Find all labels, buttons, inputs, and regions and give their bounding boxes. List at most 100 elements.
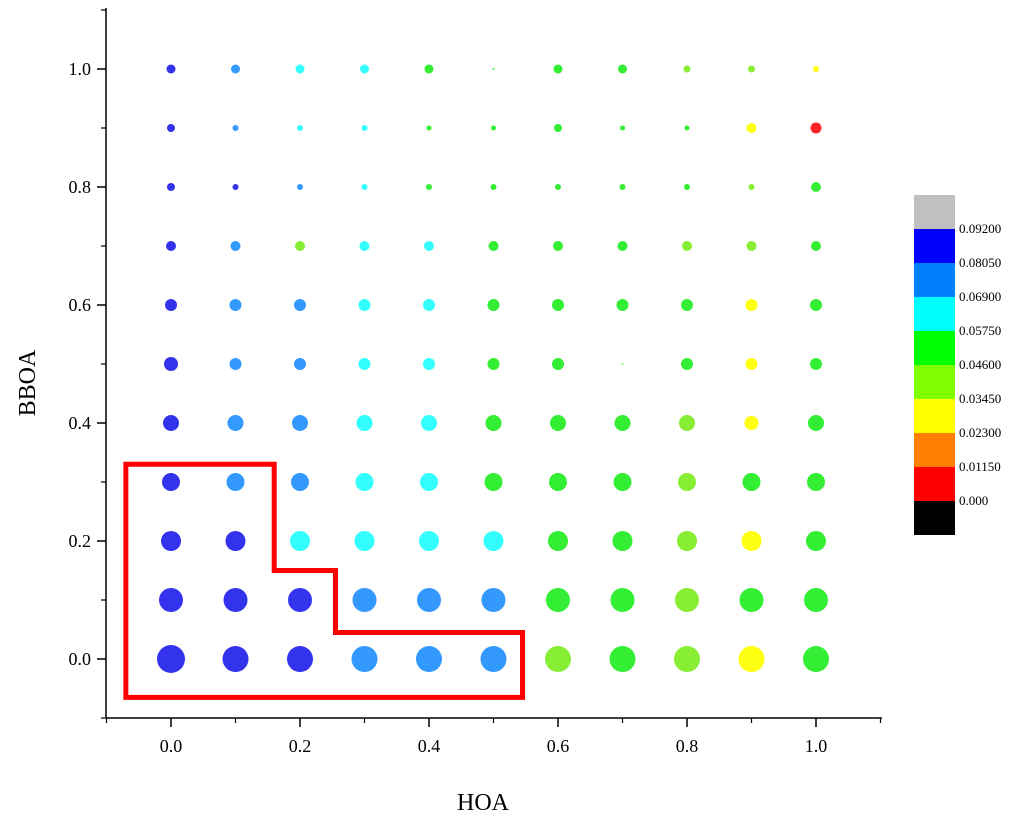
y-tick-label: 0.0 [69,649,92,669]
data-point [292,415,308,431]
data-point [163,415,179,431]
data-point [546,588,570,612]
data-point [222,646,249,672]
data-point [491,125,496,131]
data-point [223,588,248,612]
data-point [684,184,690,190]
data-point [354,531,375,551]
data-point [229,358,242,370]
data-point [553,241,563,251]
colorbar-swatch [914,263,955,297]
data-point [423,358,435,370]
y-tick-label: 0.6 [69,295,92,315]
data-point [287,646,313,672]
data-point [360,64,369,74]
data-point [355,473,374,491]
data-point [487,358,500,370]
data-point [361,184,368,190]
colorbar-swatch [914,467,955,501]
ticks: 0.0 0.2 0.4 0.6 0.8 1.0 0.0 0.2 0.4 0.6 0.8 1.0 [69,9,882,756]
data-point [804,588,828,612]
data-point [492,68,495,70]
x-tick-label: 1.0 [805,736,828,756]
data-point [617,241,628,251]
y-tick-label: 1.0 [69,59,92,79]
colorbar-swatch [914,399,955,433]
colorbar-swatch [914,195,955,229]
data-point [744,416,759,430]
data-point [485,415,502,431]
colorbar-label: 0.03450 [959,391,1001,406]
data-point [231,64,240,74]
data-point [297,125,303,131]
colorbar-label: 0.000 [959,493,988,508]
data-point [549,473,567,491]
data-point [426,125,432,131]
colorbar-swatch [914,297,955,331]
data-point [481,588,506,612]
data-point [614,415,631,431]
data-point [290,531,310,551]
data-point [621,363,624,365]
data-point [554,124,562,132]
data-point [358,299,371,311]
data-point [424,64,434,74]
data-point [161,531,181,551]
x-tick-label: 0.8 [676,736,699,756]
data-point [351,646,378,672]
x-axis-title: HOA [457,790,510,816]
data-point [225,531,246,551]
data-point [555,184,561,190]
colorbar-label: 0.05750 [959,323,1001,338]
data-point [358,358,371,370]
data-point [421,415,437,431]
data-point [297,184,303,190]
data-point [295,241,305,251]
colorbar-swatch [914,433,955,467]
data-point [746,123,757,133]
data-point [294,299,306,311]
data-point [620,125,625,131]
data-point [230,241,241,251]
data-point [681,299,693,311]
data-point [487,299,500,311]
data-point [808,415,824,431]
data-point [159,588,183,612]
x-tick-label: 0.6 [547,736,570,756]
colorbar-swatch [914,365,955,399]
y-tick-label: 0.8 [69,177,92,197]
data-point [674,646,700,672]
data-point [745,358,758,370]
data-point [484,473,503,491]
data-point [612,531,633,551]
data-point [294,358,306,370]
colorbar-label: 0.06900 [959,289,1001,304]
data-point [813,66,819,72]
data-point [227,415,244,431]
data-point [550,415,566,431]
colorbar-label: 0.04600 [959,357,1001,372]
y-tick-label: 0.2 [69,531,92,551]
data-point [677,531,697,551]
data-point [359,241,370,251]
data-point [553,64,563,74]
colorbar-label: 0.02300 [959,425,1001,440]
data-point [483,531,504,551]
data-point [545,646,571,672]
data-point [157,645,185,673]
data-point [548,531,568,551]
y-axis-title: BBOA [15,349,41,416]
data-point [681,358,693,370]
data-point [232,184,239,190]
data-point [288,588,312,612]
data-point [738,646,765,672]
data-point [682,241,692,251]
highlight-region [123,461,526,700]
data-point [739,588,764,612]
data-point [810,358,822,370]
data-point [291,473,309,491]
data-point [417,588,441,612]
data-point [803,646,829,672]
data-point [165,299,177,311]
